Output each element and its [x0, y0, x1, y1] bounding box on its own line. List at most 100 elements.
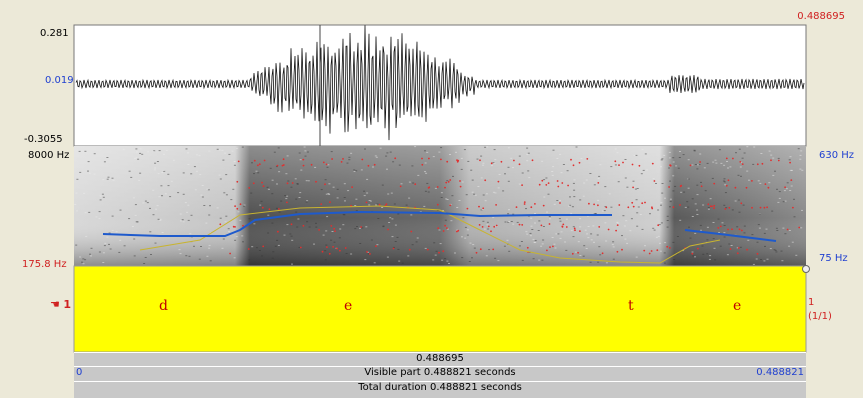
texture	[243, 204, 246, 206]
formant-dot	[521, 224, 524, 226]
formant-dot	[741, 229, 743, 232]
visible-bar[interactable]: 0 Visible part 0.488821 seconds 0.488821	[74, 366, 806, 381]
texture	[680, 191, 683, 193]
texture	[702, 204, 705, 206]
texture	[338, 237, 341, 239]
texture	[682, 250, 685, 252]
texture	[474, 194, 477, 196]
texture	[276, 239, 279, 241]
texture	[799, 154, 802, 156]
texture	[646, 169, 648, 171]
formant-dot	[234, 226, 236, 228]
texture	[287, 180, 290, 182]
texture	[726, 161, 728, 162]
texture	[655, 236, 658, 238]
formant-dot	[618, 164, 620, 167]
formant-dot	[490, 162, 493, 165]
texture	[325, 230, 328, 232]
texture	[485, 193, 488, 195]
texture	[363, 195, 366, 197]
texture	[617, 222, 620, 224]
texture	[706, 162, 709, 164]
formant-dot	[777, 159, 780, 162]
formant-dot	[737, 247, 740, 249]
texture	[122, 148, 125, 150]
texture	[712, 222, 715, 223]
formant-dot	[597, 204, 599, 207]
texture	[75, 244, 78, 246]
texture	[451, 195, 454, 197]
selection-bar[interactable]: 0.488695	[74, 352, 806, 366]
texture	[299, 192, 302, 194]
texture	[285, 173, 288, 175]
pitch-top: 630 Hz	[819, 150, 855, 161]
texture	[700, 181, 702, 183]
texture	[525, 231, 528, 233]
texture	[696, 168, 699, 170]
texture	[79, 171, 82, 173]
texture	[518, 245, 521, 247]
formant-dot	[487, 225, 490, 228]
texture	[286, 155, 289, 157]
tier-number[interactable]: ☚ 1	[50, 298, 71, 311]
formant-dot	[378, 203, 381, 206]
texture	[657, 209, 660, 211]
formant-dot	[734, 186, 737, 189]
texture	[376, 244, 379, 246]
texture	[119, 239, 122, 241]
texture	[178, 249, 181, 251]
texture	[739, 246, 742, 248]
texture	[164, 193, 167, 195]
total-bar[interactable]: Total duration 0.488821 seconds	[74, 381, 806, 398]
handle[interactable]	[802, 265, 810, 273]
texture	[271, 193, 274, 195]
texture	[760, 153, 763, 154]
texture	[132, 197, 135, 199]
texture	[198, 258, 201, 260]
texture	[103, 161, 106, 163]
texture	[448, 263, 450, 264]
formant-dot	[326, 246, 328, 249]
texture	[87, 161, 90, 163]
texture	[556, 158, 559, 159]
texture	[251, 162, 253, 164]
formant-dot	[784, 186, 786, 189]
texture	[389, 151, 392, 153]
texture	[98, 251, 101, 253]
texture	[507, 180, 510, 182]
total-text: Total duration 0.488821 seconds	[358, 382, 522, 393]
texture	[444, 258, 447, 260]
texture	[572, 226, 575, 228]
texture	[528, 177, 531, 179]
texture	[283, 234, 286, 236]
wave-max: 0.281	[40, 28, 69, 39]
texture	[585, 179, 588, 181]
texture	[257, 172, 260, 174]
formant-dot	[632, 186, 634, 189]
texture	[776, 188, 778, 190]
texture	[159, 219, 162, 221]
texture	[397, 248, 400, 250]
texture	[532, 238, 535, 240]
texture	[580, 158, 583, 160]
formant-dot	[668, 247, 671, 249]
texture	[107, 176, 110, 178]
texture	[668, 157, 671, 159]
texture	[438, 151, 441, 153]
formant-dot	[248, 187, 251, 189]
texture	[161, 172, 164, 174]
texture	[486, 146, 489, 148]
formant-dot	[631, 163, 634, 166]
formant-dot	[278, 208, 280, 210]
texture	[332, 186, 335, 188]
texture	[735, 152, 737, 154]
texture	[144, 257, 147, 258]
texture	[569, 204, 572, 206]
formant-dot	[438, 251, 440, 254]
formant-dot	[365, 201, 368, 204]
texture	[696, 194, 699, 196]
texture	[706, 239, 709, 241]
texture	[612, 258, 615, 260]
texture	[481, 208, 484, 210]
texture	[559, 199, 561, 201]
